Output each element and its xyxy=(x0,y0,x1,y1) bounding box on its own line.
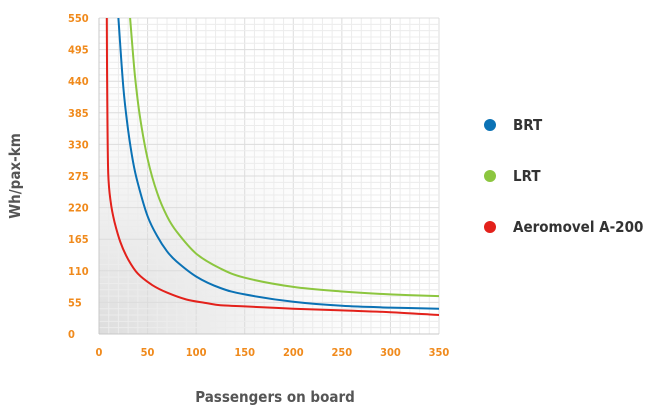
series-layer xyxy=(105,18,439,316)
x-tick-label: 50 xyxy=(141,346,155,359)
y-tick-label: 220 xyxy=(68,202,89,215)
series-line-2 xyxy=(129,18,439,298)
legend-label: BRT xyxy=(513,116,543,134)
series-line-1 xyxy=(117,18,439,310)
y-tick-label: 385 xyxy=(68,107,89,120)
legend-marker xyxy=(484,221,496,233)
legend: BRT LRT Aeromovel A-200 xyxy=(484,116,643,236)
legend-marker xyxy=(484,119,496,131)
x-axis-title: Passengers on board xyxy=(195,388,355,406)
x-tick-label: 300 xyxy=(380,346,401,359)
x-tick-label: 350 xyxy=(429,346,450,359)
grid xyxy=(98,17,440,335)
y-tick-label: 275 xyxy=(68,170,89,183)
series-line-3 xyxy=(105,18,439,316)
x-tick-label: 200 xyxy=(283,346,304,359)
y-tick-label: 495 xyxy=(68,44,89,57)
y-tick-label: 110 xyxy=(68,265,89,278)
x-tick-label: 150 xyxy=(234,346,255,359)
legend-label: Aeromovel A-200 xyxy=(513,218,643,236)
tick-labels: 0 55 110 165 220 275 330 385 440 495 550 0 50 100 150 2… xyxy=(68,12,449,359)
y-axis-title: Wh/pax-km xyxy=(6,133,24,219)
plot-background xyxy=(98,17,440,335)
y-tick-label: 165 xyxy=(68,233,89,246)
y-tick-label: 550 xyxy=(68,12,89,25)
x-tick-label: 250 xyxy=(332,346,353,359)
y-tick-label: 55 xyxy=(68,296,82,309)
x-tick-label: 100 xyxy=(186,346,207,359)
y-tick-label: 0 xyxy=(68,328,75,341)
x-tick-label: 0 xyxy=(96,346,103,359)
axes xyxy=(98,18,439,335)
y-tick-label: 440 xyxy=(68,75,89,88)
legend-label: LRT xyxy=(513,167,541,185)
y-tick-label: 330 xyxy=(68,138,89,151)
legend-marker xyxy=(484,170,496,182)
